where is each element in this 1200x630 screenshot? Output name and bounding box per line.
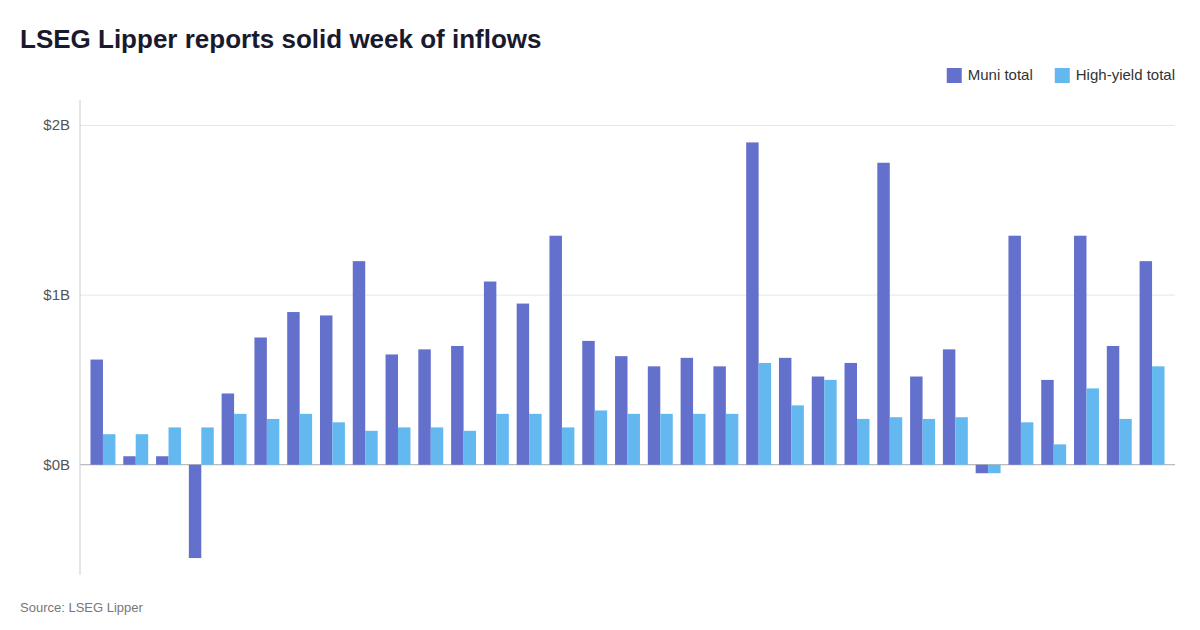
bar (812, 377, 824, 465)
bar (549, 236, 561, 465)
bar (496, 414, 508, 465)
bar (517, 304, 529, 465)
bars (90, 142, 1164, 558)
chart: LSEG Lipper reports solid week of inflow… (0, 0, 1200, 630)
y-tick-label: $0B (43, 456, 70, 473)
y-tick-label: $1B (43, 286, 70, 303)
bar (681, 358, 693, 465)
bar (746, 142, 758, 464)
bar (890, 417, 902, 465)
bar (320, 315, 332, 464)
legend-item: High-yield total (1055, 66, 1175, 83)
bar (628, 414, 640, 465)
bar (189, 465, 201, 558)
bar (791, 405, 803, 464)
bar (759, 363, 771, 465)
bar (353, 261, 365, 465)
bar (529, 414, 541, 465)
bar (1054, 444, 1066, 464)
bar (857, 419, 869, 465)
bar (1008, 236, 1020, 465)
bar (136, 434, 148, 465)
bar (464, 431, 476, 465)
grid-line (80, 125, 1175, 126)
legend-item: Muni total (947, 66, 1033, 83)
bar (726, 414, 738, 465)
bar (1041, 380, 1053, 465)
bar (267, 419, 279, 465)
bar (1074, 236, 1086, 465)
background (0, 0, 1200, 630)
bar (398, 427, 410, 464)
grid (80, 125, 1175, 464)
bar (955, 417, 967, 465)
legend-swatch (947, 68, 962, 83)
bar (222, 393, 234, 464)
bar (451, 346, 463, 465)
bar (234, 414, 246, 465)
bar (779, 358, 791, 465)
bar (1086, 388, 1098, 464)
bar (386, 354, 398, 464)
bar (845, 363, 857, 465)
bar (169, 427, 181, 464)
bar (976, 465, 988, 473)
bar (201, 427, 213, 464)
bar (988, 465, 1000, 473)
bar (660, 414, 672, 465)
bar (910, 377, 922, 465)
bar (484, 282, 496, 465)
bar (877, 163, 889, 465)
bar (431, 427, 443, 464)
bar (648, 366, 660, 464)
bar (287, 312, 299, 465)
bar (90, 360, 102, 465)
bar (943, 349, 955, 464)
bar (365, 431, 377, 465)
bar (300, 414, 312, 465)
bar (156, 456, 168, 464)
bar (418, 349, 430, 464)
legend-label: Muni total (968, 66, 1033, 83)
bar (1152, 366, 1164, 464)
bar (824, 380, 836, 465)
bar (254, 338, 266, 465)
legend-label: High-yield total (1076, 66, 1175, 83)
bar (713, 366, 725, 464)
legend-swatch (1055, 68, 1070, 83)
bar (582, 341, 594, 465)
bar (103, 434, 115, 465)
bar (923, 419, 935, 465)
source: Source: LSEG Lipper (20, 600, 144, 615)
bar (332, 422, 344, 464)
bar (123, 456, 135, 464)
bar (615, 356, 627, 465)
bar (693, 414, 705, 465)
legend: Muni total High-yield total (947, 66, 1175, 83)
bar (1021, 422, 1033, 464)
bar (595, 410, 607, 464)
y-tick-label: $2B (43, 116, 70, 133)
bar (1119, 419, 1131, 465)
bar (1140, 261, 1152, 465)
bar (1107, 346, 1119, 465)
title: LSEG Lipper reports solid week of inflow… (20, 24, 542, 54)
y-axis-line (80, 100, 81, 575)
bar (562, 427, 574, 464)
